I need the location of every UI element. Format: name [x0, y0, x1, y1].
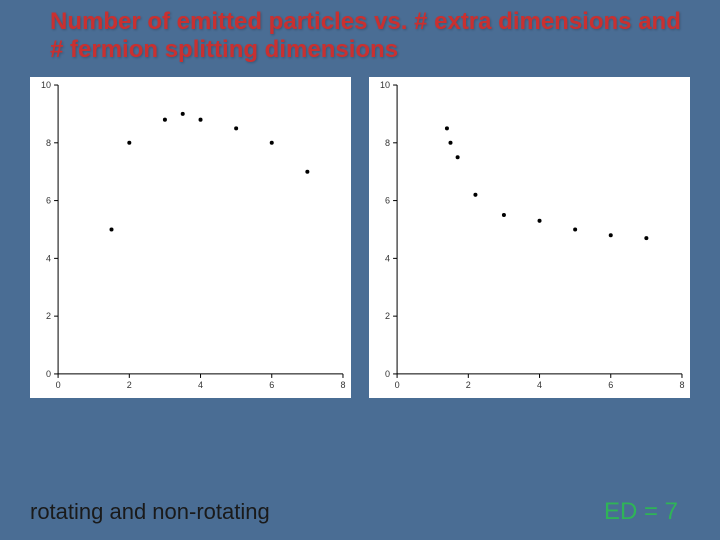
data-point [127, 141, 131, 145]
chart-svg: 0 2 4 6 8 0 2 4 6 8 10 [30, 77, 351, 398]
chart-row: 0 2 4 6 8 0 2 4 6 8 10 0 2 4 6 8 0 2 4 6 8 10 [20, 77, 700, 398]
xtick-label: 0 [56, 380, 61, 390]
ytick-label: 10 [380, 80, 390, 90]
ytick-label: 2 [385, 311, 390, 321]
data-point [163, 118, 167, 122]
ytick-label: 8 [385, 138, 390, 148]
data-point [270, 141, 274, 145]
data-point [502, 213, 506, 217]
xtick-label: 8 [679, 380, 684, 390]
data-point [109, 228, 113, 232]
ytick-label: 6 [46, 196, 51, 206]
ytick-label: 4 [46, 254, 51, 264]
ytick-label: 8 [46, 138, 51, 148]
footer-left-label: rotating and non-rotating [30, 499, 270, 525]
data-point [181, 112, 185, 116]
xtick-label: 6 [269, 380, 274, 390]
data-point [456, 155, 460, 159]
data-point [473, 193, 477, 197]
chart-left: 0 2 4 6 8 0 2 4 6 8 10 [30, 77, 351, 398]
ytick-label: 0 [46, 369, 51, 379]
ytick-label: 4 [385, 254, 390, 264]
xtick-label: 2 [127, 380, 132, 390]
ytick-label: 6 [385, 196, 390, 206]
slide-root: Number of emitted particles vs. # extra … [0, 0, 720, 540]
ytick-label: 10 [41, 80, 51, 90]
xtick-label: 4 [537, 380, 542, 390]
chart-right: 0 2 4 6 8 0 2 4 6 8 10 [369, 77, 690, 398]
data-point [644, 236, 648, 240]
data-point [445, 127, 449, 131]
data-point [538, 219, 542, 223]
chart-background [369, 77, 690, 398]
ytick-label: 0 [385, 369, 390, 379]
slide-title: Number of emitted particles vs. # extra … [20, 8, 700, 63]
ytick-label: 2 [46, 311, 51, 321]
data-point [573, 228, 577, 232]
footer-right-label: ED = 7 [604, 498, 678, 526]
xtick-label: 8 [340, 380, 345, 390]
footer: rotating and non-rotating ED = 7 [0, 498, 720, 526]
xtick-label: 4 [198, 380, 203, 390]
data-point [199, 118, 203, 122]
data-point [609, 233, 613, 237]
xtick-label: 2 [466, 380, 471, 390]
xtick-label: 6 [608, 380, 613, 390]
data-point [448, 141, 452, 145]
chart-svg: 0 2 4 6 8 0 2 4 6 8 10 [369, 77, 690, 398]
data-point [305, 170, 309, 174]
data-point [234, 127, 238, 131]
xtick-label: 0 [395, 380, 400, 390]
chart-background [30, 77, 351, 398]
